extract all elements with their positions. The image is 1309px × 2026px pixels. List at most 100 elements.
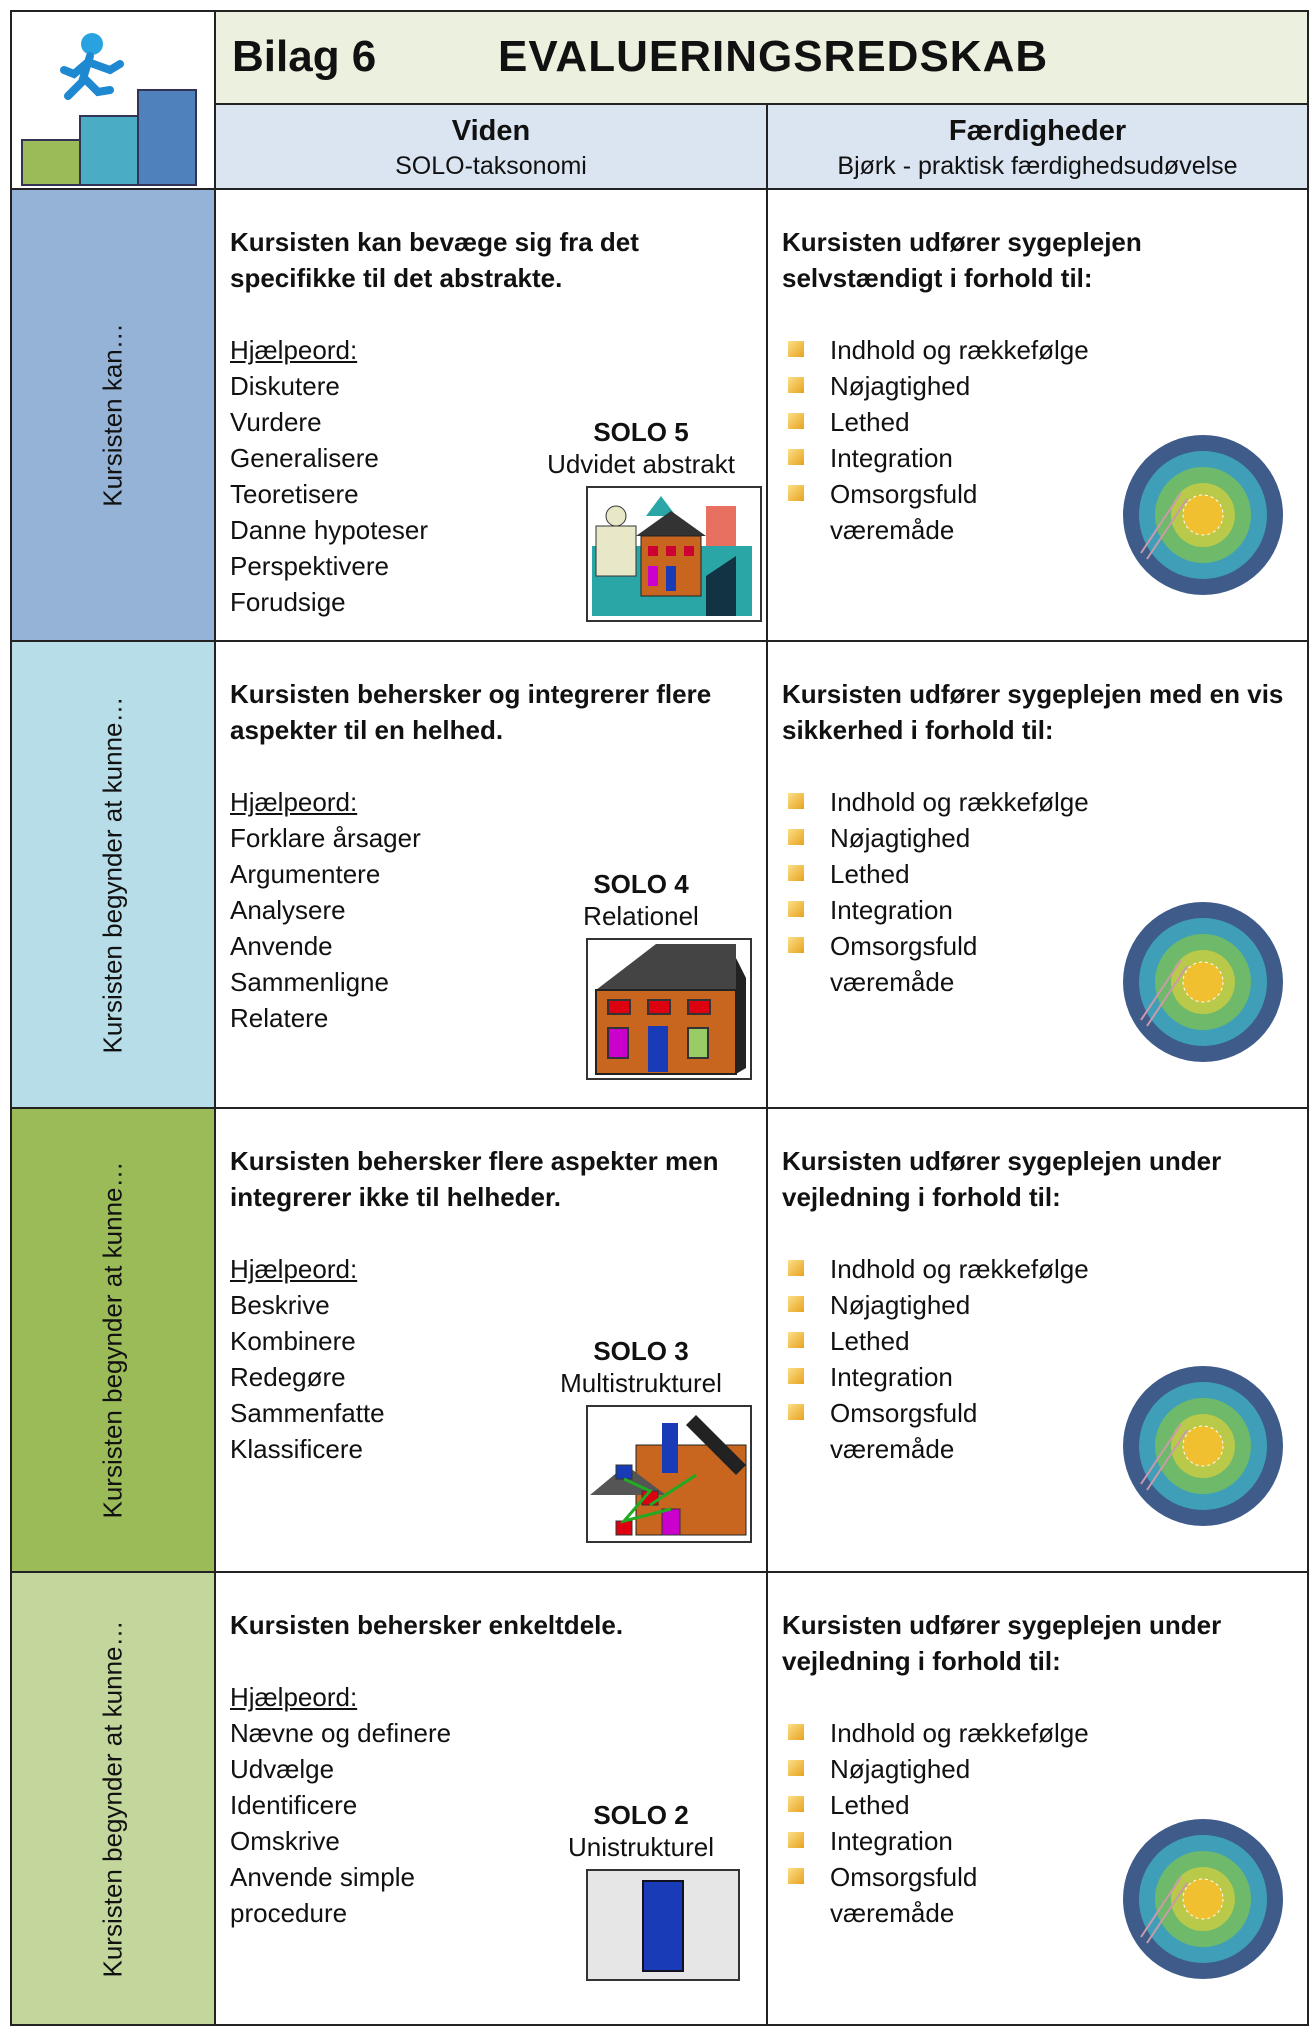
solo-name: Unistrukturel bbox=[568, 1832, 714, 1862]
title-bar: Bilag 6 EVALUERINGSREDSKAB bbox=[214, 10, 1309, 105]
solo-illustration bbox=[586, 1869, 740, 1988]
solo-name: Multistrukturel bbox=[560, 1368, 722, 1398]
skill-item-text: Lethed bbox=[830, 407, 910, 437]
skill-cell: Kursisten udfører sygeplejen under vejle… bbox=[766, 1571, 1309, 2026]
knowledge-statement: Kursisten behersker flere aspekter men i… bbox=[230, 1146, 719, 1212]
skill-statement: Kursisten udfører sygeplejen under vejle… bbox=[782, 1146, 1222, 1212]
keyword: Vurdere bbox=[230, 407, 322, 437]
keywords-label: Hjælpeord: bbox=[230, 335, 358, 365]
skill-item-text: Lethed bbox=[830, 859, 910, 889]
skill-item-text: Omsorgsfuld væremåde bbox=[830, 479, 978, 545]
skill-item: Integration bbox=[782, 892, 1297, 928]
solo-box: SOLO 4 Relationel bbox=[526, 868, 756, 1080]
skill-item-text: Nøjagtighed bbox=[830, 1754, 971, 1784]
keyword: Udvælge bbox=[230, 1754, 335, 1784]
skill-item: Omsorgsfuld væremåde bbox=[782, 1395, 1297, 1467]
skill-item-text: Nøjagtighed bbox=[830, 371, 971, 401]
skill-wheel bbox=[1121, 900, 1285, 1073]
keyword: Sammenfatte bbox=[230, 1398, 385, 1428]
keyword: Redegøre bbox=[230, 1362, 346, 1392]
solo-illustration bbox=[586, 486, 762, 629]
knowledge-cell: Kursisten behersker flere aspekter men i… bbox=[214, 1107, 768, 1573]
skill-item: Indhold og rækkefølge bbox=[782, 784, 1297, 820]
skill-list: Indhold og rækkefølge Nøjagtighed Lethed In… bbox=[782, 1715, 1297, 1931]
doc-title: EVALUERINGSREDSKAB bbox=[498, 32, 1049, 81]
solo-box: SOLO 5 Udvidet abstrakt bbox=[526, 416, 762, 622]
skill-item: Lethed bbox=[782, 1787, 1297, 1823]
skill-item: Indhold og rækkefølge bbox=[782, 1251, 1297, 1287]
keyword: Beskrive bbox=[230, 1290, 330, 1320]
solo-level: SOLO 2 bbox=[593, 1800, 689, 1830]
skill-item: Nøjagtighed bbox=[782, 368, 1297, 404]
row-label: Kursisten begynder at kunne… bbox=[97, 1161, 128, 1519]
solo-illustration bbox=[586, 1405, 752, 1550]
knowledge-cell: Kursisten kan bevæge sig fra det specifi… bbox=[214, 188, 768, 642]
keyword: Klassificere bbox=[230, 1434, 363, 1464]
skill-item-text: Integration bbox=[830, 1826, 953, 1856]
skill-item: Nøjagtighed bbox=[782, 820, 1297, 856]
skill-item: Nøjagtighed bbox=[782, 1287, 1297, 1323]
keyword: Forklare årsager bbox=[230, 823, 421, 853]
solo-level: SOLO 5 bbox=[593, 417, 689, 447]
keyword-list: Diskutere Vurdere Generalisere Teoretisere D… bbox=[230, 368, 480, 620]
skill-item-text: Lethed bbox=[830, 1326, 910, 1356]
skill-item-text: Integration bbox=[830, 443, 953, 473]
skill-item-text: Integration bbox=[830, 895, 953, 925]
skill-item: Omsorgsfuld væremåde bbox=[782, 476, 1297, 548]
keyword-list: Forklare årsager Argumentere Analysere Anve… bbox=[230, 820, 480, 1036]
row-label-cell: Kursisten begynder at kunne… bbox=[10, 640, 216, 1109]
solo-name: Relationel bbox=[583, 901, 699, 931]
skill-cell: Kursisten udfører sygeplejen under vejle… bbox=[766, 1107, 1309, 1573]
keywords-label: Hjælpeord: bbox=[230, 787, 358, 817]
keyword: Nævne og definere bbox=[230, 1718, 452, 1748]
keyword: Kombinere bbox=[230, 1326, 356, 1356]
row-label: Kursisten begynder at kunne… bbox=[97, 1620, 128, 1977]
logo-cell bbox=[10, 10, 216, 190]
keyword: Sammenligne bbox=[230, 967, 389, 997]
knowledge-cell: Kursisten behersker og integrerer flere … bbox=[214, 640, 768, 1109]
keyword: Anvende simple procedure bbox=[230, 1862, 415, 1928]
keyword: Teoretisere bbox=[230, 479, 359, 509]
skill-cell: Kursisten udfører sygeplejen med en vis … bbox=[766, 640, 1309, 1109]
row-label: Kursisten kan… bbox=[97, 323, 128, 507]
keyword-list: Nævne og definere Udvælge Identificere Omsk… bbox=[230, 1715, 480, 1931]
row-label-cell: Kursisten begynder at kunne… bbox=[10, 1571, 216, 2026]
keyword: Relatere bbox=[230, 1003, 329, 1033]
skill-statement: Kursisten udfører sygeplejen under vejle… bbox=[782, 1610, 1222, 1676]
keywords-label: Hjælpeord: bbox=[230, 1682, 358, 1712]
knowledge-statement: Kursisten behersker og integrerer flere … bbox=[230, 679, 712, 745]
keyword: Anvende bbox=[230, 931, 333, 961]
keyword: Danne hypoteser bbox=[230, 515, 429, 545]
skill-item: Nøjagtighed bbox=[782, 1751, 1297, 1787]
row-label-cell: Kursisten kan… bbox=[10, 188, 216, 642]
solo-illustration bbox=[586, 938, 752, 1087]
skill-item-text: Omsorgsfuld væremåde bbox=[830, 931, 978, 997]
skill-item-text: Indhold og rækkefølge bbox=[830, 1718, 1089, 1748]
solo-box: SOLO 3 Multistrukturel bbox=[526, 1335, 756, 1543]
skill-item-text: Indhold og rækkefølge bbox=[830, 787, 1089, 817]
keywords-label: Hjælpeord: bbox=[230, 1254, 358, 1284]
keyword: Analysere bbox=[230, 895, 346, 925]
knowledge-cell: Kursisten behersker enkeltdele. Hjælpeord… bbox=[214, 1571, 768, 2026]
keyword: Omskrive bbox=[230, 1826, 340, 1856]
skill-list: Indhold og rækkefølge Nøjagtighed Lethed In… bbox=[782, 784, 1297, 1000]
skill-item-text: Omsorgsfuld væremåde bbox=[830, 1862, 978, 1928]
doc-label: Bilag 6 bbox=[232, 32, 377, 81]
column-header: Viden SOLO-taksonomi bbox=[214, 103, 768, 190]
skill-statement: Kursisten udfører sygeplejen med en vis … bbox=[782, 679, 1284, 745]
skill-item: Integration bbox=[782, 1823, 1297, 1859]
keyword: Generalisere bbox=[230, 443, 379, 473]
skill-item: Lethed bbox=[782, 404, 1297, 440]
skill-item: Omsorgsfuld væremåde bbox=[782, 928, 1297, 1000]
logo bbox=[21, 33, 197, 186]
solo-level: SOLO 4 bbox=[593, 869, 689, 899]
column-subtitle: SOLO-taksonomi bbox=[395, 152, 587, 180]
keyword: Argumentere bbox=[230, 859, 381, 889]
column-subtitle: Bjørk - praktisk færdighedsudøvelse bbox=[837, 152, 1238, 180]
row-label-cell: Kursisten begynder at kunne… bbox=[10, 1107, 216, 1573]
skill-item: Omsorgsfuld væremåde bbox=[782, 1859, 1297, 1931]
keyword-list: Beskrive Kombinere Redegøre Sammenfatte Klas… bbox=[230, 1287, 480, 1467]
skill-item-text: Lethed bbox=[830, 1790, 910, 1820]
column-title: Færdigheder bbox=[948, 115, 1127, 147]
column-header: Færdigheder Bjørk - praktisk færdighedsud… bbox=[766, 103, 1309, 190]
